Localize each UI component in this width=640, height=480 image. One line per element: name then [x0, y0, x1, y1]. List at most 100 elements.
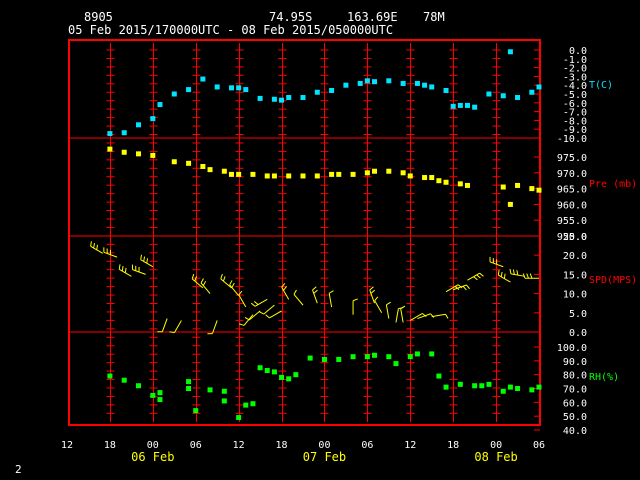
temperature-point — [500, 93, 506, 99]
wind-barb-feather — [202, 280, 207, 286]
temperature-point — [157, 102, 163, 108]
wind-barb — [103, 247, 118, 258]
temperature-point — [472, 104, 478, 110]
x-tick-label: 06 — [361, 440, 373, 451]
wind-barb — [369, 286, 376, 304]
pressure-point — [500, 184, 506, 190]
humidity-point — [293, 372, 299, 378]
y-tick-label: 10.0 — [563, 290, 587, 301]
pressure-point — [136, 151, 142, 157]
pressure-point — [464, 182, 470, 188]
wind-barb-feather — [220, 273, 223, 280]
humidity-point — [121, 377, 127, 383]
plot-frame — [68, 39, 541, 426]
y-tick-label: 90.0 — [563, 357, 587, 368]
x-tick-label: 18 — [104, 440, 116, 451]
temperature-point — [314, 89, 320, 95]
x-date-label: 08 Feb — [474, 450, 517, 464]
y-tick-label: 40.0 — [563, 426, 587, 437]
wind-barb-shaft — [191, 278, 204, 289]
pressure-point — [271, 173, 277, 179]
humidity-point — [529, 387, 535, 393]
wind-barb — [90, 241, 104, 254]
wind-barb-shaft — [369, 289, 375, 304]
wind-barb-feather — [239, 323, 245, 326]
wind-barb-feather — [281, 283, 286, 288]
y-tick-label: -6.0 — [563, 99, 587, 110]
temperature-point — [136, 122, 142, 128]
humidity-point — [429, 351, 435, 357]
wind-barb-shaft — [312, 289, 318, 304]
pressure-point — [329, 171, 335, 177]
wind-barb-feather — [386, 301, 391, 306]
panel-label-humidity: RH(%) — [589, 372, 619, 383]
wind-barb-feather — [370, 289, 376, 294]
pressure-point — [300, 173, 306, 179]
wind-barb-feather — [369, 286, 374, 291]
temperature-point — [372, 79, 378, 85]
wind-barb — [169, 320, 182, 334]
wind-barb-feather — [445, 313, 449, 319]
wind-barb-shaft — [431, 313, 446, 318]
temperature-point — [257, 95, 263, 101]
temperature-point — [329, 87, 335, 93]
wind-barb-feather — [497, 270, 500, 276]
temperature-point — [300, 95, 306, 101]
temperature-point — [450, 103, 456, 109]
wind-barb — [259, 304, 275, 315]
x-tick-label: 00 — [147, 440, 159, 451]
y-tick-label: -7.0 — [563, 108, 587, 119]
wind-barb-feather — [231, 282, 235, 288]
humidity-point — [386, 354, 392, 360]
wind-barb-feather — [90, 241, 92, 247]
pressure-point — [386, 168, 392, 174]
wind-barb — [250, 298, 268, 307]
wind-barb-feather — [293, 289, 297, 295]
wind-barb-feather — [229, 280, 233, 286]
y-tick-label: 70.0 — [563, 385, 587, 396]
time-range: 05 Feb 2015/170000UTC - 08 Feb 2015/0500… — [68, 23, 394, 37]
x-tick-label: 00 — [318, 440, 330, 451]
elevation: 78M — [423, 10, 445, 24]
humidity-point — [271, 369, 277, 375]
humidity-point — [515, 386, 521, 391]
humidity-point — [150, 392, 156, 398]
y-tick-label: 965.0 — [557, 185, 587, 196]
wind-barb-shaft — [453, 284, 467, 291]
temperature-point — [107, 131, 113, 137]
humidity-point — [350, 354, 356, 360]
wind-barb-feather — [200, 278, 204, 284]
wind-barb-feather — [526, 273, 529, 279]
wind-barb — [410, 313, 427, 321]
wind-barb-feather — [500, 271, 503, 277]
y-tick-label: 970.0 — [557, 169, 587, 180]
pressure-point — [150, 152, 156, 158]
wind-barb — [220, 273, 232, 289]
longitude: 163.69E — [347, 10, 398, 24]
wind-barb-feather — [479, 272, 484, 277]
wind-barb-feather — [253, 301, 259, 305]
wind-barb — [522, 273, 539, 279]
wind-barb-feather — [238, 290, 243, 296]
humidity-point — [336, 356, 342, 362]
wind-barb-feather — [312, 286, 317, 291]
wind-barb — [509, 268, 525, 277]
wind-barb — [118, 264, 132, 277]
wind-barb — [467, 272, 484, 281]
wind-barb-shaft — [281, 286, 290, 300]
humidity-point — [193, 408, 199, 414]
humidity-point — [157, 397, 163, 403]
wind-barb-feather — [250, 302, 256, 307]
wind-barb — [265, 310, 282, 319]
pressure-point — [422, 175, 428, 181]
temperature-point — [464, 102, 470, 108]
wind-barb-shaft — [263, 304, 275, 315]
wind-barb-feather — [476, 274, 481, 279]
x-date-label: 07 Feb — [303, 450, 346, 464]
temperature-point — [200, 76, 206, 82]
panel-label-temperature: T(C) — [589, 80, 613, 91]
wind-barb-shaft — [293, 294, 304, 306]
wind-barb-feather — [124, 267, 127, 273]
x-tick-label: 06 — [190, 440, 202, 451]
temperature-point — [536, 84, 542, 90]
